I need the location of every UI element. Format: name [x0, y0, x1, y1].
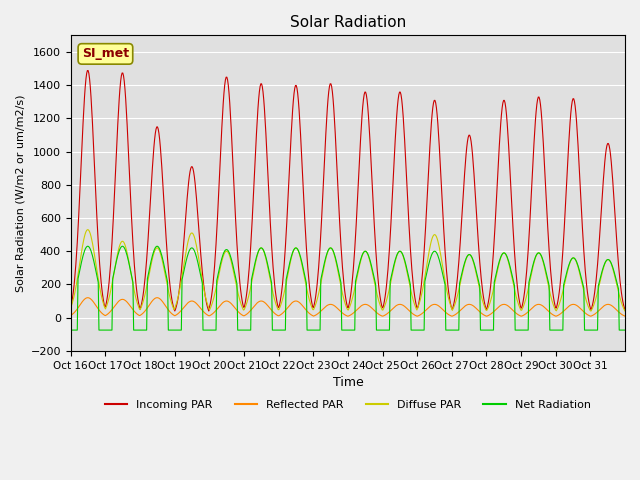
Net Radiation	[262, 254, 269, 260]
Net Radiation	[67, 327, 75, 333]
Diffuse PAR	[235, 292, 243, 298]
Diffuse PAR	[132, 298, 140, 303]
Diffuse PAR	[437, 252, 445, 258]
Line: Diffuse PAR: Diffuse PAR	[71, 230, 625, 311]
Net Radiation	[621, 327, 629, 333]
Reflected PAR	[84, 295, 92, 300]
Reflected PAR	[438, 305, 445, 311]
Reflected PAR	[132, 311, 140, 316]
Diffuse PAR	[67, 305, 75, 311]
Line: Incoming PAR: Incoming PAR	[71, 71, 625, 311]
Line: Reflected PAR: Reflected PAR	[71, 298, 625, 316]
Reflected PAR	[283, 306, 291, 312]
Net Radiation	[235, 327, 243, 333]
Net Radiation	[283, 274, 291, 279]
Diffuse PAR	[84, 227, 92, 233]
Incoming PAR	[132, 286, 140, 292]
Reflected PAR	[235, 309, 243, 315]
Reflected PAR	[310, 313, 317, 319]
Reflected PAR	[406, 309, 414, 315]
Reflected PAR	[262, 300, 269, 306]
Y-axis label: Solar Radiation (W/m2 or um/m2/s): Solar Radiation (W/m2 or um/m2/s)	[15, 95, 25, 292]
Incoming PAR	[284, 205, 291, 211]
Incoming PAR	[236, 272, 243, 278]
Title: Solar Radiation: Solar Radiation	[290, 15, 406, 30]
Diffuse PAR	[406, 282, 413, 288]
Incoming PAR	[84, 68, 92, 73]
Diffuse PAR	[621, 308, 629, 314]
Net Radiation	[84, 243, 92, 249]
Incoming PAR	[171, 308, 179, 314]
Reflected PAR	[67, 312, 75, 318]
Reflected PAR	[621, 313, 629, 319]
Incoming PAR	[621, 307, 629, 313]
Text: SI_met: SI_met	[82, 48, 129, 60]
Net Radiation	[406, 279, 413, 285]
Diffuse PAR	[283, 277, 291, 283]
Legend: Incoming PAR, Reflected PAR, Diffuse PAR, Net Radiation: Incoming PAR, Reflected PAR, Diffuse PAR…	[101, 396, 595, 415]
X-axis label: Time: Time	[333, 376, 364, 389]
Incoming PAR	[263, 144, 271, 150]
Diffuse PAR	[262, 256, 269, 262]
Line: Net Radiation: Net Radiation	[71, 246, 625, 330]
Net Radiation	[132, 327, 140, 333]
Diffuse PAR	[587, 308, 595, 314]
Net Radiation	[437, 263, 445, 268]
Incoming PAR	[67, 304, 75, 310]
Incoming PAR	[438, 184, 445, 190]
Incoming PAR	[406, 246, 414, 252]
